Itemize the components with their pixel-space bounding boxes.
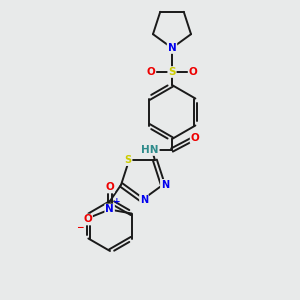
Text: HN: HN (141, 145, 159, 155)
Text: N: N (161, 180, 169, 190)
Text: S: S (124, 155, 132, 165)
Text: +: + (113, 197, 121, 206)
Text: S: S (168, 67, 176, 77)
Text: N: N (168, 43, 176, 53)
Text: O: O (189, 67, 197, 77)
Text: O: O (83, 214, 92, 224)
Text: O: O (105, 182, 114, 193)
Text: O: O (190, 133, 200, 143)
Text: N: N (105, 205, 114, 214)
Text: O: O (147, 67, 155, 77)
Text: −: − (76, 223, 83, 232)
Text: N: N (140, 195, 148, 205)
